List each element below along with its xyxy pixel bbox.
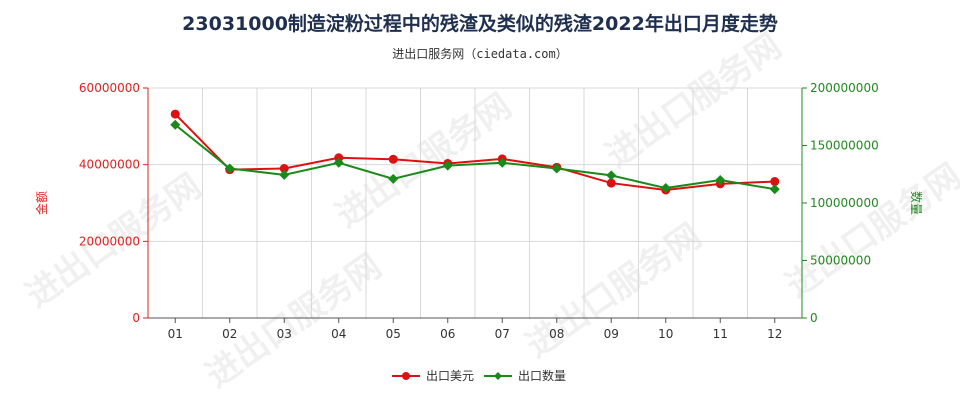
x-tick-label: 09 — [604, 327, 619, 341]
x-tick-label: 04 — [331, 327, 346, 341]
legend-marker-series-1 — [402, 372, 410, 380]
left-axis-label: 金额 — [34, 191, 49, 215]
data-point-series-2 — [224, 163, 235, 174]
right-tick-label: 150000000 — [810, 139, 879, 153]
series-line-2 — [174, 124, 775, 191]
data-point-series-1 — [388, 154, 398, 164]
data-point-series-2 — [170, 119, 181, 130]
x-tick-label: 03 — [277, 327, 292, 341]
watermark-text: 进出口服务网 — [519, 216, 709, 366]
data-point-series-2 — [660, 183, 671, 194]
series-line-1 — [174, 113, 775, 191]
x-tick-label: 08 — [549, 327, 564, 341]
data-point-series-1 — [606, 178, 616, 188]
watermark-text: 进出口服务网 — [599, 26, 789, 176]
data-point-series-1 — [279, 164, 289, 173]
left-tick-label: 40000000 — [79, 158, 140, 172]
legend-label-series-2: 出口数量 — [518, 368, 566, 383]
data-point-series-2 — [442, 160, 453, 171]
legend-label-series-1: 出口美元 — [426, 369, 474, 383]
x-tick-label: 10 — [658, 327, 673, 341]
data-point-series-2 — [497, 157, 508, 168]
legend-marker-series-2 — [494, 372, 502, 380]
left-tick-label: 20000000 — [79, 234, 140, 248]
legend: 出口美元 出口数量 — [392, 368, 566, 383]
data-point-series-2 — [279, 169, 290, 180]
data-point-series-1 — [770, 177, 780, 187]
right-axis-label: 数量 — [909, 191, 924, 215]
axes: 0 20000000 40000000 60000000 0 50000000 100000… — [79, 81, 879, 341]
right-tick-label: 50000000 — [810, 254, 871, 268]
watermark-text: 进出口服务网 — [199, 246, 389, 396]
chart-title: 23031000制造淀粉过程中的残渣及类似的残渣2022年出口月度走势 — [182, 12, 778, 35]
data-point-series-2 — [769, 184, 780, 195]
right-tick-label: 200000000 — [810, 81, 879, 95]
x-tick-label: 02 — [222, 327, 237, 341]
left-tick-label: 0 — [132, 311, 140, 325]
series-layer — [170, 109, 780, 195]
right-tick-label: 0 — [810, 311, 818, 325]
data-point-series-1 — [170, 109, 180, 119]
x-tick-label: 01 — [168, 327, 183, 341]
chart-subtitle: 进出口服务网（ciedata.com） — [392, 46, 567, 61]
x-tick-label: 12 — [767, 327, 782, 341]
x-tick-label: 05 — [386, 327, 401, 341]
x-tick-label: 06 — [440, 327, 455, 341]
right-tick-label: 100000000 — [810, 196, 879, 210]
data-point-series-2 — [333, 157, 344, 168]
data-point-series-2 — [606, 170, 617, 181]
x-tick-label: 07 — [495, 327, 510, 341]
data-point-series-2 — [388, 173, 399, 184]
watermark-text: 进出口服务网 — [779, 156, 960, 306]
x-tick-label: 11 — [713, 327, 728, 341]
data-point-series-2 — [715, 175, 726, 185]
left-tick-label: 60000000 — [79, 81, 140, 95]
data-point-series-2 — [551, 163, 562, 174]
grid — [147, 87, 803, 318]
